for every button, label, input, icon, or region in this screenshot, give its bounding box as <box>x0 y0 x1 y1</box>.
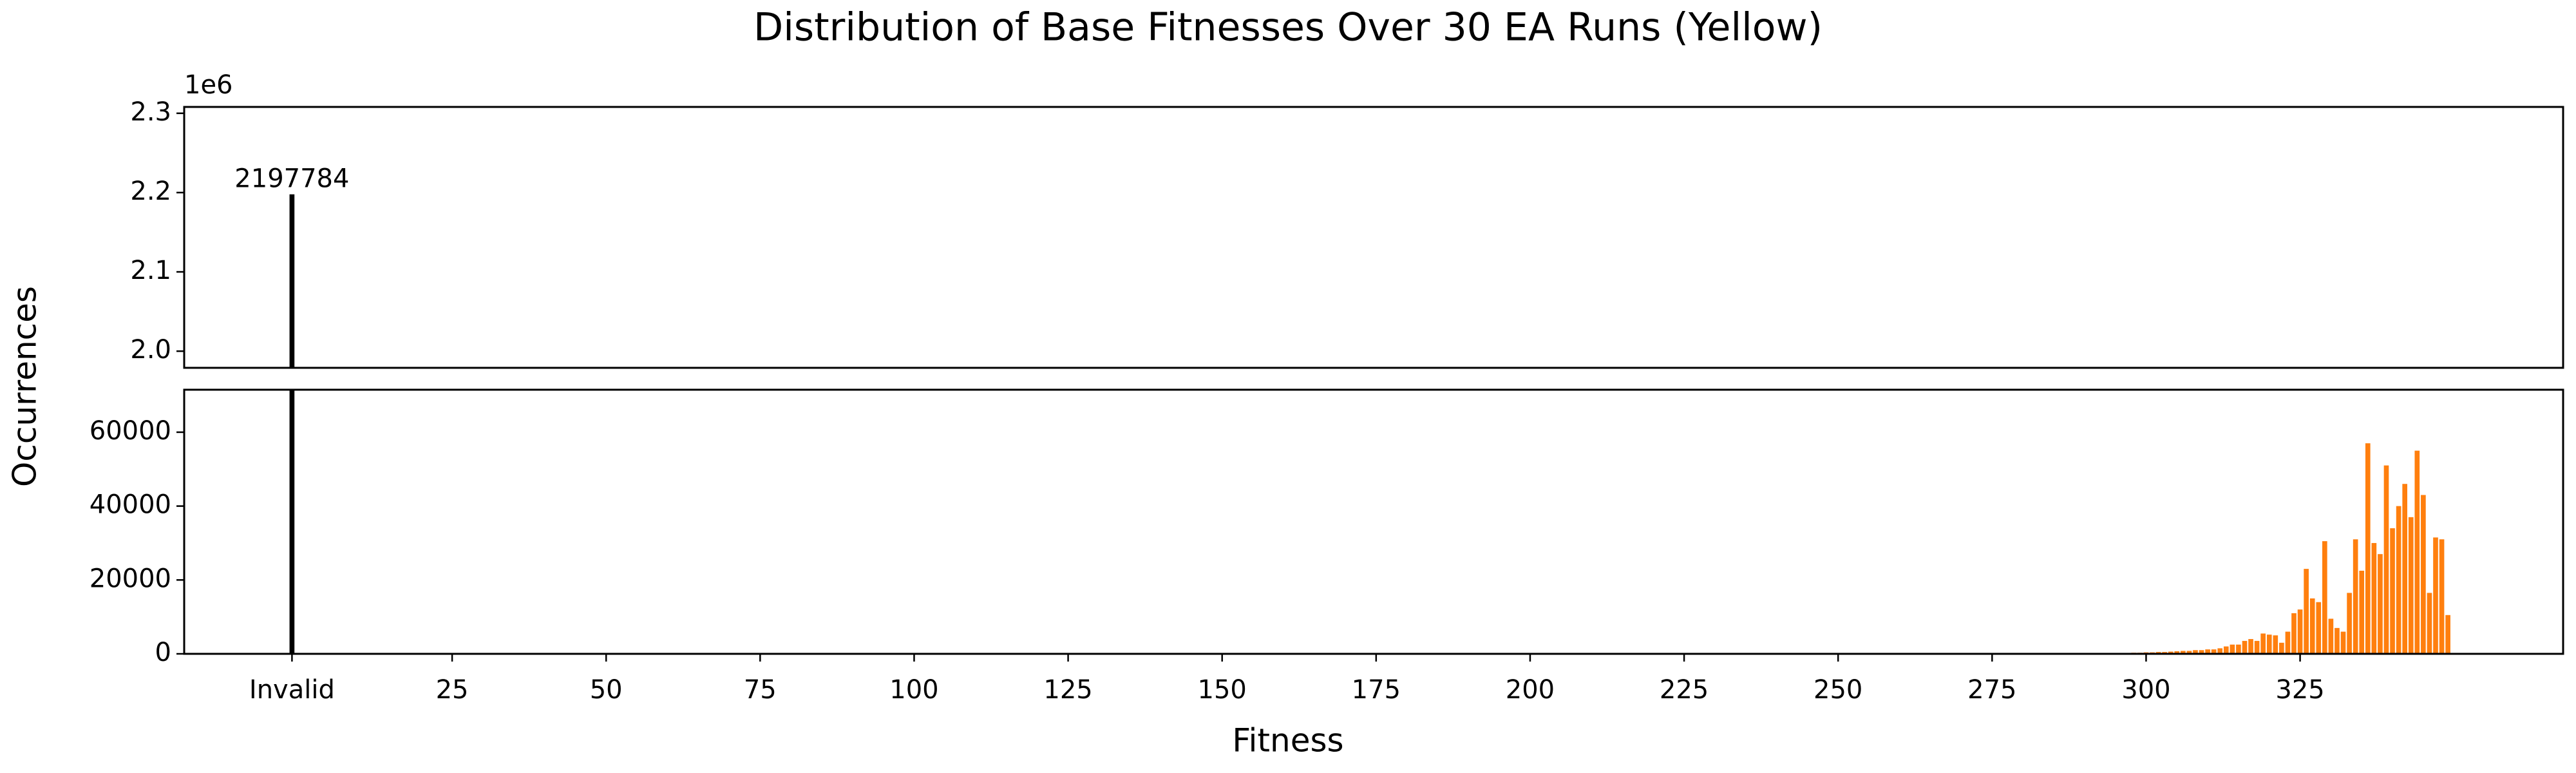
bar <box>2236 644 2241 654</box>
x-tick-label: 125 <box>1043 675 1092 705</box>
x-tick-label: 25 <box>436 675 469 705</box>
bar <box>2340 631 2346 654</box>
panel-bars <box>289 390 2450 654</box>
y-tick-label: 2.1 <box>130 256 171 285</box>
bar <box>2390 528 2395 654</box>
bar <box>2353 539 2358 654</box>
chart-title: Distribution of Base Fitnesses Over 30 E… <box>753 5 1823 50</box>
y-tick-label: 60000 <box>90 416 171 446</box>
y-tick-label: 2.3 <box>130 97 171 127</box>
bar <box>2445 615 2450 654</box>
bar <box>2181 651 2186 654</box>
bar <box>2383 465 2389 654</box>
bar <box>2199 650 2204 654</box>
y-tick-label: 20000 <box>90 564 171 593</box>
bar <box>2304 569 2309 654</box>
bar <box>2371 542 2377 654</box>
bar <box>2439 539 2445 654</box>
bar <box>2421 495 2426 654</box>
bar <box>2309 598 2315 654</box>
bar <box>2260 633 2266 654</box>
bar <box>2427 593 2432 654</box>
bar <box>2359 570 2365 654</box>
bar <box>2297 609 2303 654</box>
axes-frame <box>183 388 2564 655</box>
x-tick-label: 200 <box>1506 675 1555 705</box>
x-tick-label: 175 <box>1352 675 1401 705</box>
bar <box>2279 642 2284 654</box>
x-tick-label: 100 <box>889 675 938 705</box>
bar <box>2334 627 2340 654</box>
bar <box>2396 506 2401 654</box>
x-tick-label: 75 <box>744 675 777 705</box>
bar <box>2433 537 2438 654</box>
x-tick-label: 50 <box>590 675 623 705</box>
bar <box>2230 644 2235 654</box>
bar <box>2285 631 2291 654</box>
bar <box>2414 450 2420 654</box>
bar <box>2408 517 2414 654</box>
x-tick-label: 225 <box>1660 675 1709 705</box>
bar <box>2205 649 2210 654</box>
bar <box>2223 646 2229 654</box>
axes-frame <box>183 106 2564 369</box>
y-tick-label: 0 <box>155 638 171 667</box>
x-tick-label: 325 <box>2275 675 2324 705</box>
bar <box>2168 651 2174 654</box>
y-tick-label: 2.0 <box>130 335 171 365</box>
bar <box>2211 649 2217 654</box>
bar <box>2328 618 2334 654</box>
bar <box>2378 554 2383 654</box>
y-tick-label: 2.2 <box>130 177 171 206</box>
x-tick-label: Invalid <box>249 675 335 705</box>
bar <box>2316 602 2322 654</box>
bar <box>2174 651 2180 654</box>
x-tick-label: 250 <box>1814 675 1862 705</box>
bar <box>2266 635 2272 654</box>
x-tick-label: 275 <box>1967 675 2016 705</box>
panel-bars <box>289 194 295 368</box>
bar <box>289 390 295 654</box>
bar <box>2217 648 2223 654</box>
bar <box>289 194 295 368</box>
x-tick-label: 150 <box>1198 675 1247 705</box>
bar <box>2347 593 2352 654</box>
bar <box>2365 443 2371 654</box>
bar <box>2242 640 2248 654</box>
bar <box>2254 640 2260 654</box>
axis-offset-label: 1e6 <box>184 70 233 100</box>
bar <box>2193 650 2198 654</box>
bar <box>2248 639 2253 654</box>
y-axis-label: Occurrences <box>6 286 44 487</box>
bar <box>2291 613 2297 654</box>
bar <box>2273 635 2278 654</box>
bar <box>2186 651 2192 654</box>
x-axis-label: Fitness <box>1232 722 1343 759</box>
bar <box>2322 541 2327 654</box>
x-tick-label: 300 <box>2121 675 2170 705</box>
bar <box>2402 484 2408 654</box>
value-label: 2197784 <box>234 164 349 194</box>
y-tick-label: 40000 <box>90 490 171 520</box>
